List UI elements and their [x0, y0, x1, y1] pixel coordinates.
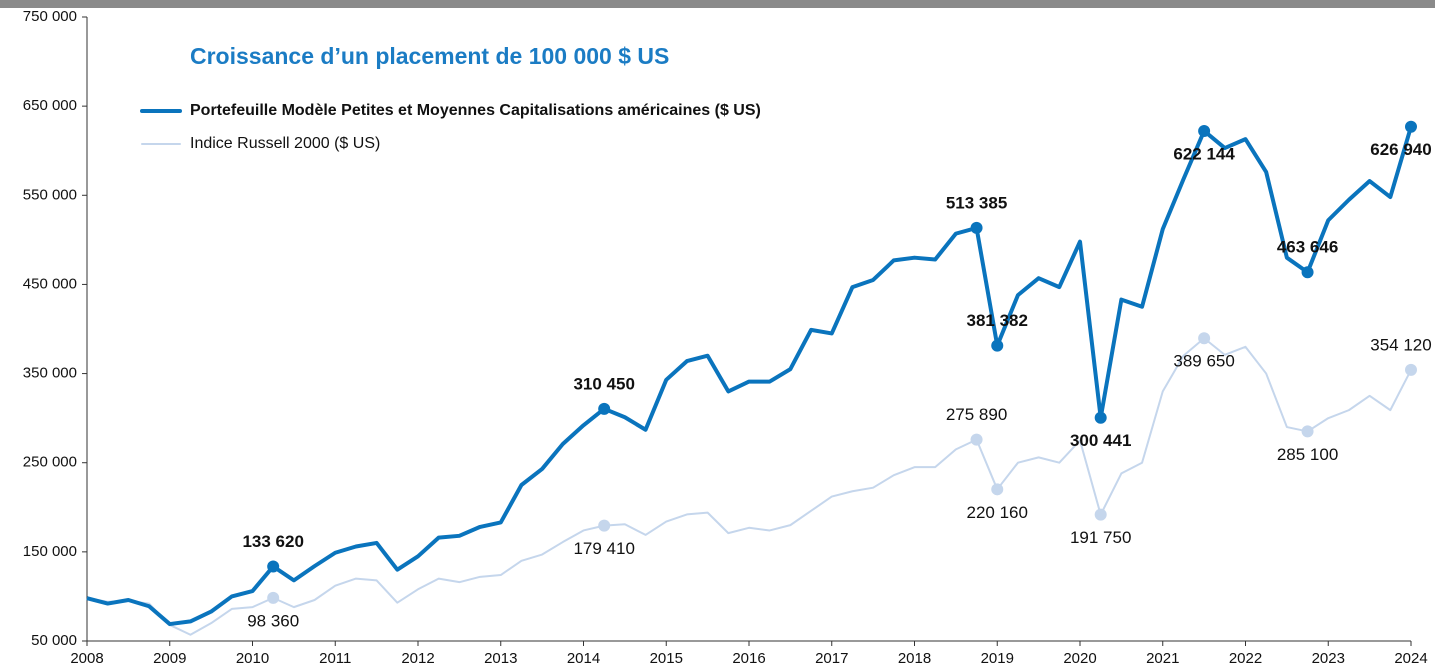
data-point [1094, 508, 1107, 521]
data-label: 220 160 [967, 503, 1028, 522]
x-tick-label: 2018 [898, 650, 931, 667]
data-label: 389 650 [1173, 352, 1234, 371]
series-line [86, 126, 1413, 627]
data-label: 513 385 [946, 193, 1007, 212]
x-tick-label: 2017 [815, 650, 848, 667]
x-tick-label: 2014 [567, 650, 600, 667]
x-tick-label: 2008 [70, 650, 103, 667]
data-point [970, 433, 983, 446]
data-point [1405, 363, 1417, 376]
x-tick-label: 2015 [650, 650, 683, 667]
y-tick-label: 50 000 [31, 632, 77, 649]
data-label: 133 620 [242, 532, 303, 551]
x-tick-label: 2016 [732, 650, 765, 667]
data-point [598, 402, 611, 415]
data-label: 381 382 [967, 311, 1028, 330]
legend-label: Indice Russell 2000 ($ US) [190, 135, 380, 152]
y-tick-label: 350 000 [23, 365, 77, 382]
series-line [86, 337, 1412, 636]
y-tick-label: 150 000 [23, 543, 77, 560]
x-tick-label: 2021 [1146, 650, 1179, 667]
x-tick-label: 2023 [1312, 650, 1345, 667]
data-label: 275 890 [946, 405, 1007, 424]
data-label: 310 450 [573, 374, 634, 393]
data-point [1301, 425, 1314, 438]
y-tick-label: 650 000 [23, 97, 77, 114]
data-point [991, 339, 1004, 352]
data-label: 98 360 [247, 611, 299, 630]
x-tick-label: 2019 [981, 650, 1014, 667]
x-tick-label: 2020 [1063, 650, 1096, 667]
y-tick-label: 750 000 [23, 8, 77, 25]
data-label: 179 410 [573, 539, 634, 558]
data-point [991, 483, 1004, 496]
x-tick-label: 2012 [401, 650, 434, 667]
y-tick-label: 250 000 [23, 454, 77, 471]
data-label: 300 441 [1070, 431, 1131, 450]
data-point [598, 519, 611, 532]
data-label: 626 940 [1370, 140, 1431, 159]
x-tick-label: 2022 [1229, 650, 1262, 667]
y-tick-label: 550 000 [23, 186, 77, 203]
data-point [1405, 120, 1417, 133]
top-bar [0, 0, 1435, 8]
x-tick-label: 2010 [236, 650, 269, 667]
x-tick-label: 2024 [1394, 650, 1427, 667]
data-point [970, 221, 983, 234]
data-label: 622 144 [1173, 144, 1235, 163]
data-point [1094, 411, 1107, 424]
x-tick-label: 2013 [484, 650, 517, 667]
data-label: 191 750 [1070, 528, 1131, 547]
data-point [267, 560, 280, 573]
data-point [267, 591, 280, 604]
data-point [1198, 332, 1211, 345]
legend-label: Portefeuille Modèle Petites et Moyennes … [190, 102, 761, 119]
data-point [1301, 266, 1314, 279]
data-label: 354 120 [1370, 335, 1431, 354]
data-point [1198, 124, 1211, 137]
x-tick-label: 2011 [319, 650, 351, 667]
y-tick-label: 450 000 [23, 275, 77, 292]
x-tick-label: 2009 [153, 650, 186, 667]
chart-title: Croissance d’un placement de 100 000 $ U… [190, 43, 669, 69]
data-label: 463 646 [1277, 238, 1338, 257]
data-label: 285 100 [1277, 445, 1338, 464]
